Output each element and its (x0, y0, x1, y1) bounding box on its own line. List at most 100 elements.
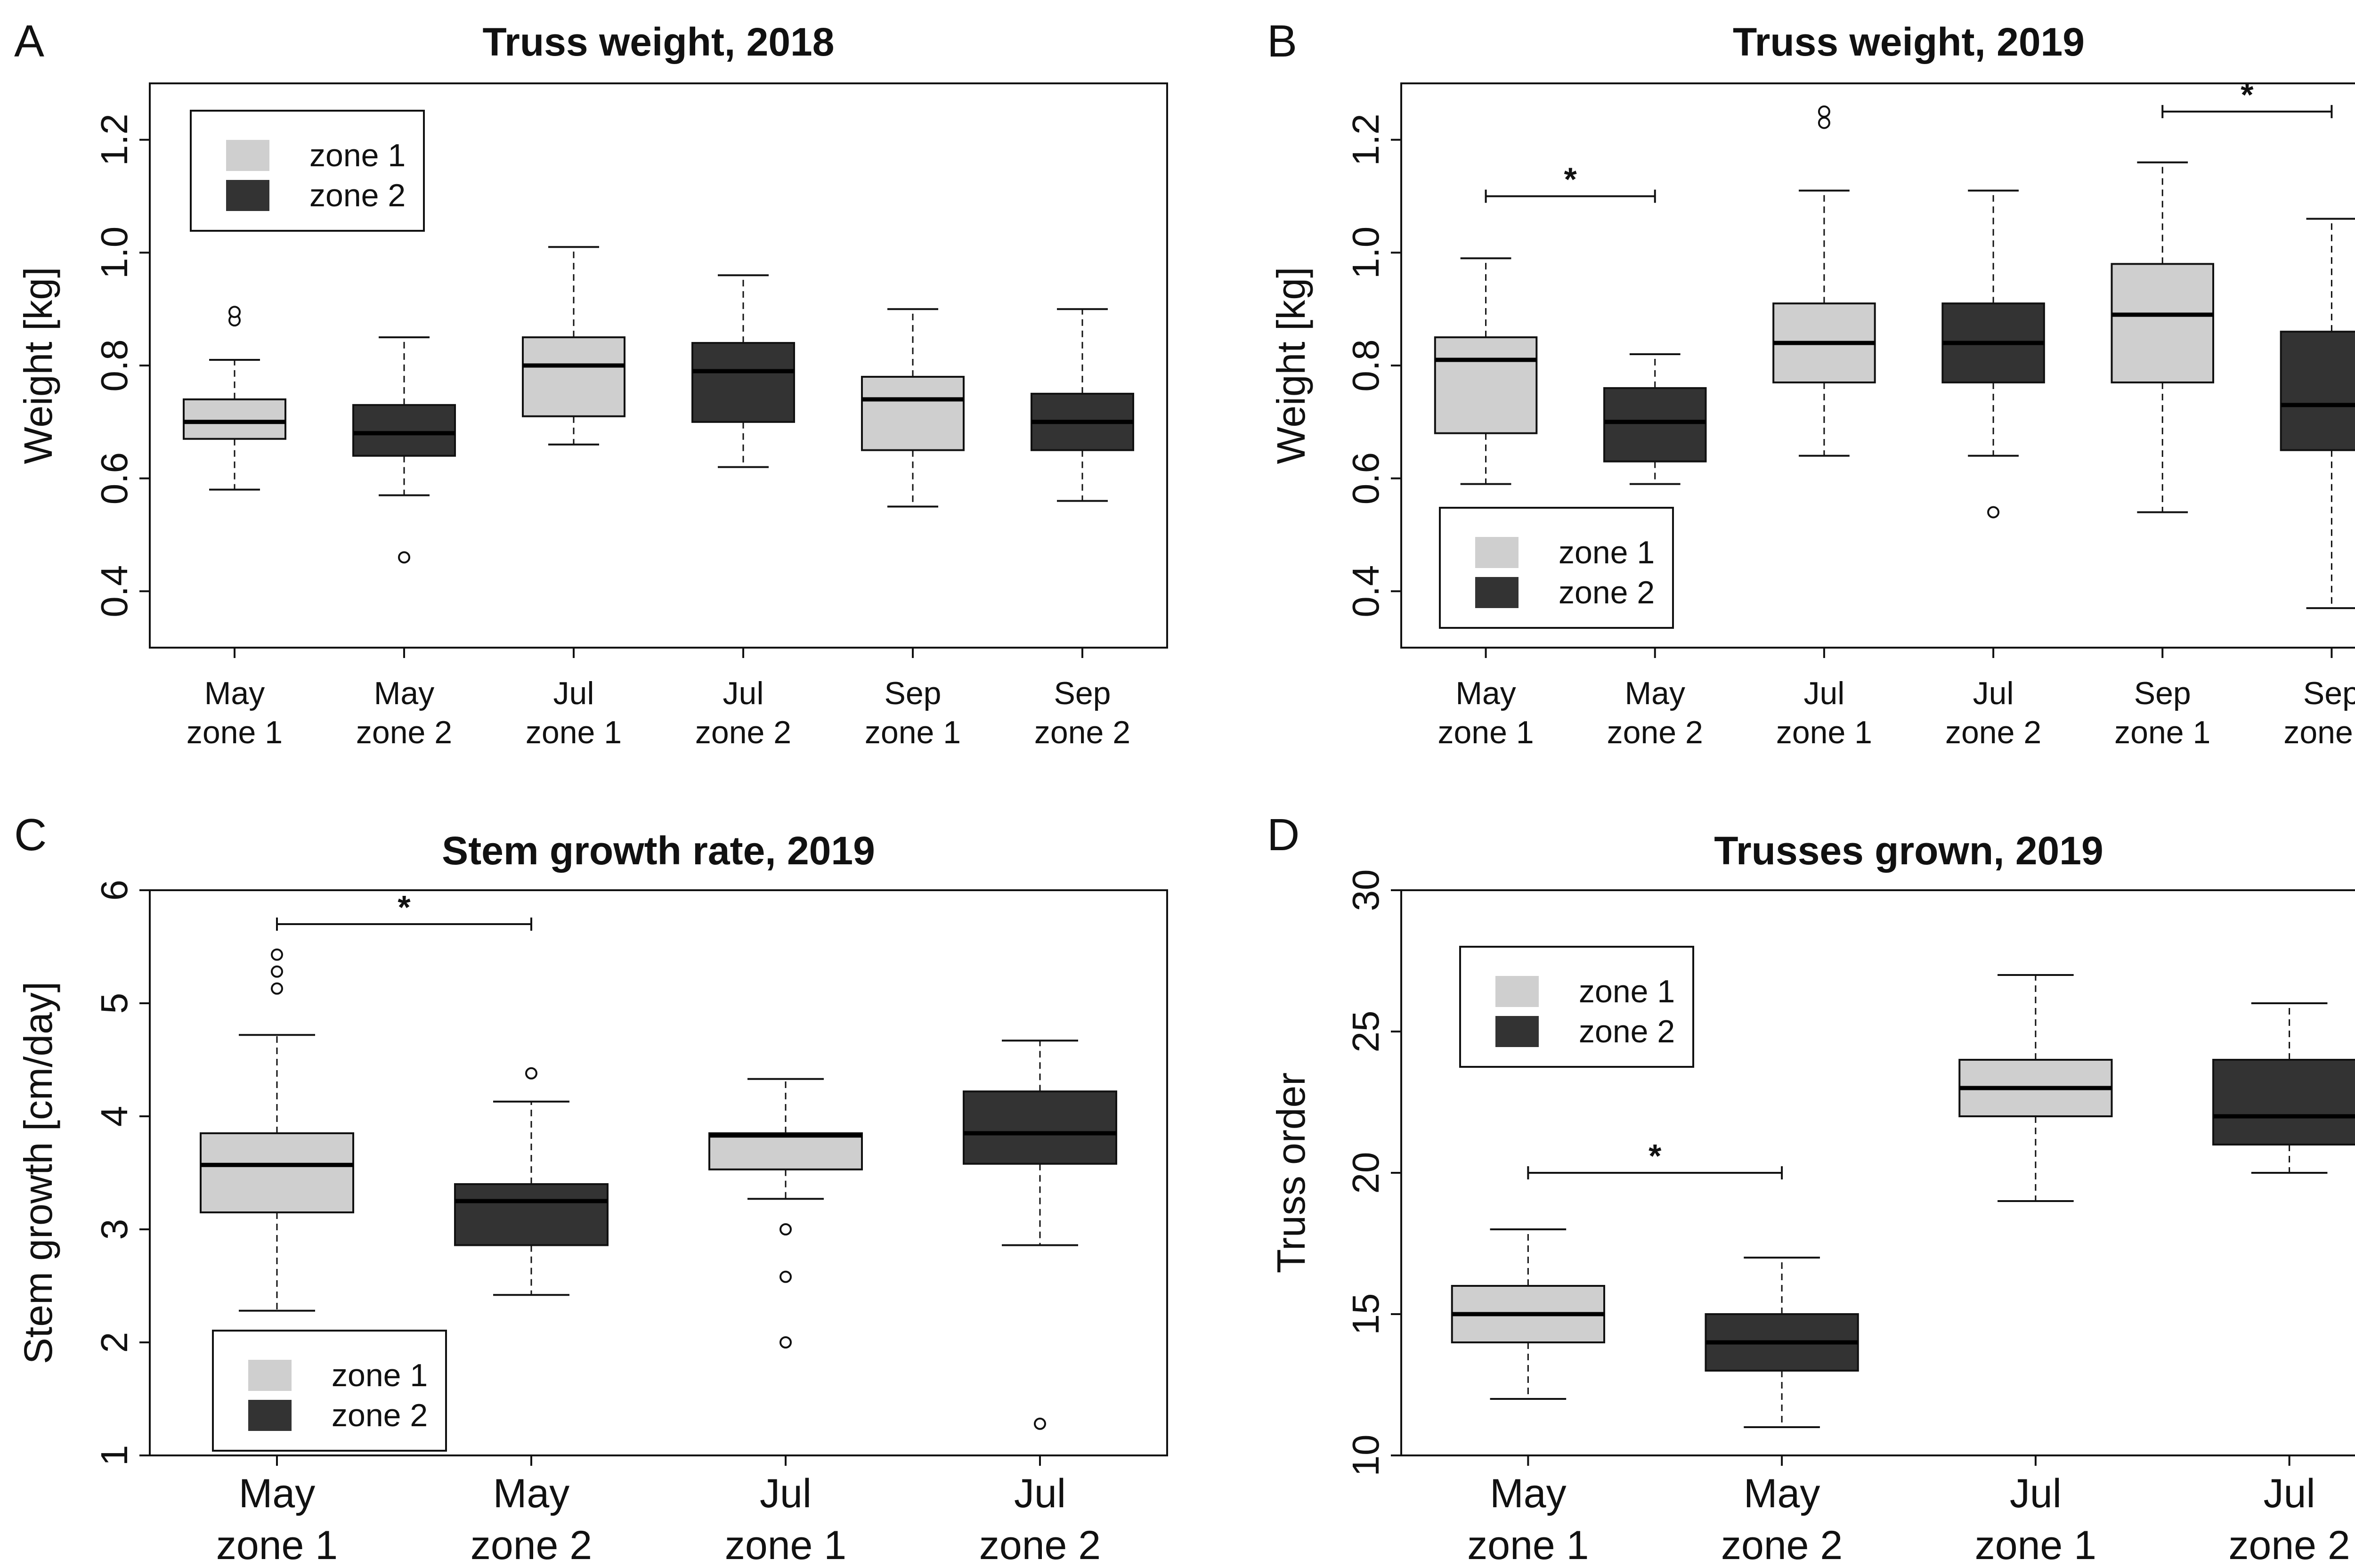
x-tick-label-month: May (1490, 1471, 1566, 1516)
box-jul-zone-1: Jul zone 1 (1772, 105, 1876, 750)
box-jul-zone-2: Jul zone 2 (691, 274, 795, 750)
y-tick-label: 3 (93, 1219, 135, 1240)
box-jul-zone-2: Jul zone 2 (1941, 189, 2045, 750)
legend-swatch-zone-2 (226, 180, 269, 211)
panel-letter: D (1267, 810, 1299, 860)
panel-c: C Stem growth rate, 2019 1 2 3 4 5 6 Stem growth… (14, 810, 1168, 1568)
y-tick-label: 1.2 (93, 114, 135, 166)
box-sep-zone-2: Sep zone 2 (1031, 308, 1134, 750)
chart-title: Stem growth rate, 2019 (442, 829, 875, 873)
panel-letter: C (14, 810, 47, 860)
significance-bracket: * (1485, 161, 1656, 203)
x-tick-label-zone: zone 1 (1437, 715, 1534, 750)
x-tick-label-zone: zone 2 (2283, 715, 2355, 750)
box-sep-zone-1: Sep zone 1 (861, 308, 965, 750)
panel-a: A Truss weight, 2018 0.4 0.6 0.8 1.0 1.2 Weight… (14, 16, 1168, 750)
outlier-point (780, 1223, 792, 1235)
x-tick-label-zone: zone 1 (1467, 1523, 1589, 1568)
y-tick-label: 0.8 (1345, 339, 1387, 391)
y-tick-label: 10 (1345, 1435, 1387, 1477)
x-tick-label-month: Jul (723, 675, 764, 711)
iqr-box (861, 375, 965, 451)
y-tick-label: 30 (1345, 869, 1387, 911)
significance-star: * (1564, 161, 1577, 198)
iqr-box (1603, 387, 1707, 463)
box-may-zone-1: May zone 1 (1451, 1228, 1605, 1568)
panel-b: B Truss weight, 2019 0.4 0.6 0.8 1.0 1.2 Weight… (1267, 16, 2355, 750)
chart-title: Trusses grown, 2019 (1714, 829, 2103, 873)
x-tick-label-zone: zone 2 (2229, 1523, 2350, 1568)
legend-label-zone-1: zone 1 (332, 1357, 428, 1393)
iqr-box (2212, 1059, 2355, 1146)
y-tick-label: 1.0 (1345, 227, 1387, 279)
y-tick-label: 20 (1345, 1152, 1387, 1194)
iqr-box (522, 336, 625, 417)
legend-label-zone-1: zone 1 (309, 138, 406, 173)
x-tick-label-month: Sep (1054, 675, 1111, 711)
legend-swatch-zone-2 (248, 1400, 292, 1431)
y-axis-label: Truss order (1269, 1072, 1313, 1273)
x-tick-label-zone: zone 2 (356, 715, 452, 750)
x-tick-label-month: May (493, 1471, 569, 1516)
x-tick-label-month: Jul (760, 1471, 812, 1516)
x-tick-label-zone: zone 2 (471, 1523, 592, 1568)
y-axis-label: Stem growth [cm/day] (16, 982, 60, 1364)
legend-label-zone-1: zone 1 (1559, 535, 1655, 570)
x-tick-label-zone: zone 1 (865, 715, 961, 750)
box-jul-zone-2: Jul zone 2 (2212, 1002, 2355, 1568)
x-tick-label-month: Jul (553, 675, 594, 711)
legend-label-zone-2: zone 2 (1559, 575, 1655, 610)
y-tick-label: 0.6 (1345, 452, 1387, 504)
iqr-box (183, 398, 286, 440)
x-tick-label-month: May (374, 675, 434, 711)
x-tick-label-month: Jul (2010, 1471, 2062, 1516)
x-tick-label-month: Sep (885, 675, 942, 711)
outlier-point (271, 965, 283, 978)
legend: zone 1 zone 2 (1439, 507, 1674, 629)
y-tick-label: 6 (93, 880, 135, 901)
outlier-point (525, 1067, 537, 1080)
chart-title: Truss weight, 2018 (483, 20, 835, 64)
iqr-box (454, 1183, 609, 1246)
legend-swatch-zone-1 (248, 1360, 292, 1391)
box-may-zone-2: May zone 2 (1705, 1257, 1859, 1568)
box-may-zone-1: May zone 1 (183, 306, 286, 750)
plot-frame (149, 889, 1168, 1456)
y-tick-label: 25 (1345, 1011, 1387, 1053)
significance-star: * (1648, 1137, 1662, 1174)
x-tick-label-zone: zone 1 (1975, 1523, 2096, 1568)
y-tick-label: 4 (93, 1106, 135, 1127)
x-tick-label-zone: zone 2 (695, 715, 791, 750)
x-tick-label-month: May (1455, 675, 1516, 711)
outlier-point (1818, 105, 1830, 118)
iqr-box (200, 1132, 354, 1213)
outlier-point (1818, 116, 1830, 129)
x-tick-label-zone: zone 2 (1945, 715, 2041, 750)
box-sep-zone-1: Sep zone 1 (2111, 161, 2214, 750)
chart-title: Truss weight, 2019 (1733, 20, 2085, 64)
panel-d: D Trusses grown, 2019 10 15 20 25 30 Truss orde… (1267, 810, 2355, 1568)
y-tick-label: 0.8 (93, 339, 135, 391)
outlier-point (780, 1336, 792, 1349)
x-tick-label-month: Sep (2134, 675, 2191, 711)
iqr-box (2280, 331, 2355, 451)
x-tick-label-month: Jul (2264, 1471, 2315, 1516)
legend: zone 1 zone 2 (212, 1330, 447, 1452)
box-jul-zone-1: Jul zone 1 (1958, 974, 2113, 1568)
y-tick-label: 0.4 (1345, 565, 1387, 617)
x-tick-label-zone: zone 2 (1607, 715, 1703, 750)
significance-bracket: * (2161, 76, 2333, 118)
x-tick-label-zone: zone 1 (2114, 715, 2210, 750)
legend: zone 1 zone 2 (1459, 946, 1694, 1068)
y-axis-label: Weight [kg] (1269, 267, 1313, 464)
box-may-zone-1: May zone 1 (200, 948, 354, 1568)
outlier-point (271, 982, 283, 995)
box-may-zone-2: May zone 2 (352, 336, 456, 750)
box-may-zone-1: May zone 1 (1434, 257, 1538, 750)
panel-letter: B (1267, 16, 1297, 66)
box-may-zone-2: May zone 2 (454, 1067, 609, 1568)
box-sep-zone-2: Sep zone 2 (2280, 218, 2355, 750)
x-tick-label-zone: zone 2 (1034, 715, 1130, 750)
iqr-box (708, 1132, 863, 1170)
